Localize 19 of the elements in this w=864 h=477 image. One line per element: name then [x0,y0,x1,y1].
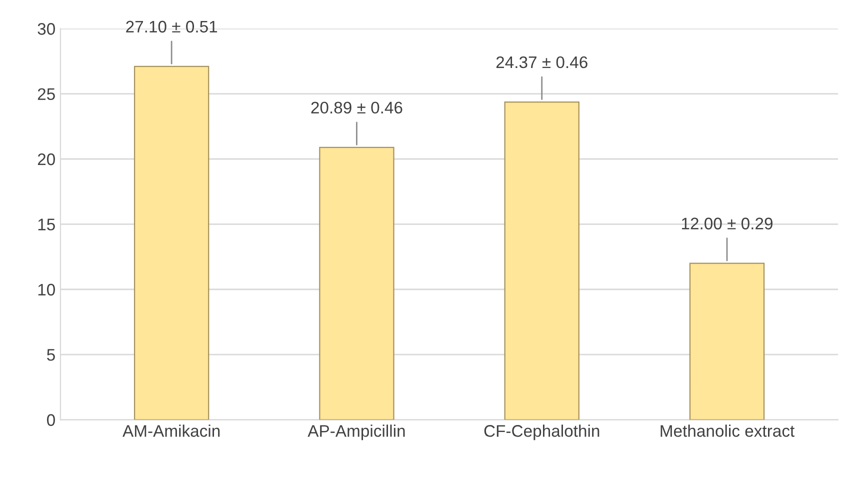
bar [689,262,765,420]
y-tick-label: 0 [47,414,55,426]
bar [504,101,580,420]
data-label: 20.89 ± 0.46 [311,102,402,114]
y-tick-label: 15 [38,218,55,230]
bar [134,66,210,420]
y-tick-label: 30 [38,23,55,35]
y-tick-label: 10 [38,284,55,296]
x-tick-label: CF-Cephalothin [484,424,600,440]
y-tick-label: 5 [47,349,55,361]
data-label: 24.37 ± 0.46 [496,56,588,68]
bar [319,146,394,420]
x-tick-label: AP-Ampicillin [308,424,405,440]
data-label: 12.00 ± 0.29 [682,218,772,230]
y-tick-label: 25 [38,88,55,100]
x-tick-label: Methanolic extract [660,424,794,437]
y-tick-label: 20 [38,153,55,166]
x-tick-label: AM-Amikacin [122,424,220,437]
data-label: 27.10 ± 0.51 [126,20,218,33]
